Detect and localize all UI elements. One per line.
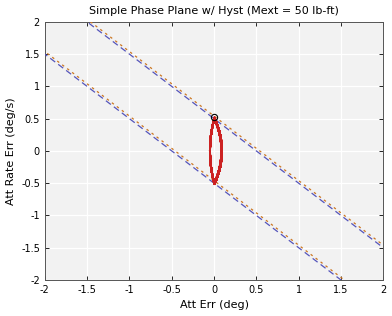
Title: Simple Phase Plane w/ Hyst (Mext = 50 lb-ft): Simple Phase Plane w/ Hyst (Mext = 50 lb… xyxy=(89,6,339,15)
X-axis label: Att Err (deg): Att Err (deg) xyxy=(180,301,249,310)
Y-axis label: Att Rate Err (deg/s): Att Rate Err (deg/s) xyxy=(5,97,16,205)
